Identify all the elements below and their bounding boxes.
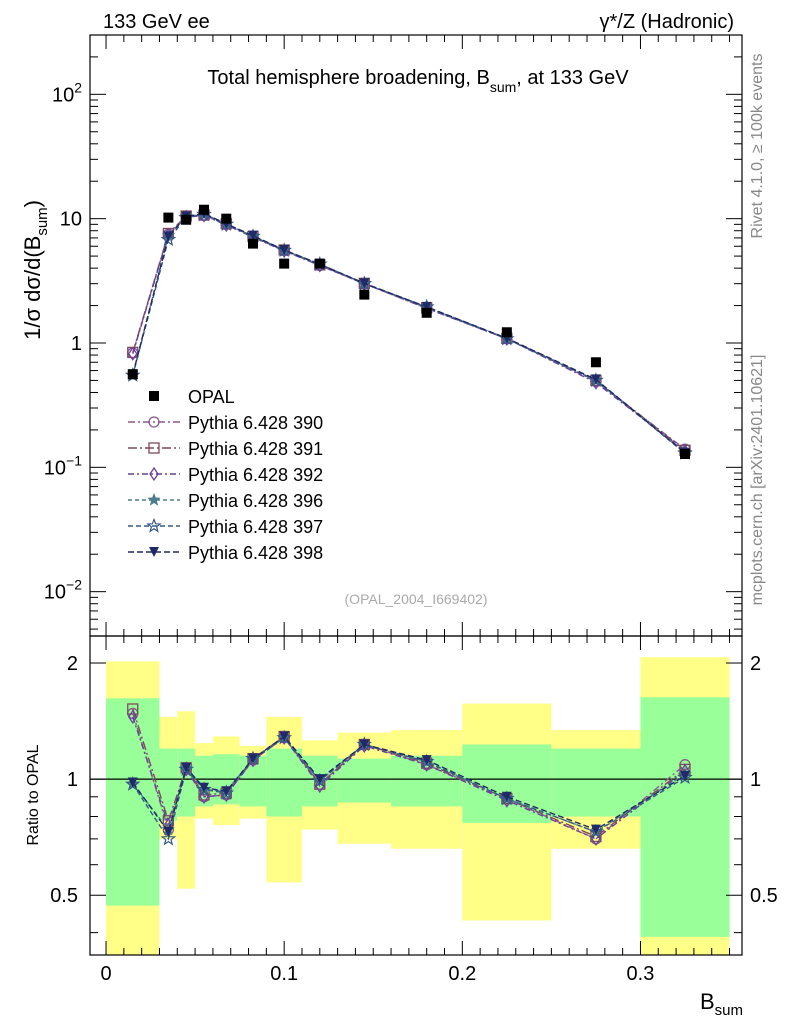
data-point bbox=[199, 204, 210, 215]
legend-label: Pythia 6.428 396 bbox=[188, 491, 323, 511]
ratio-tick-label-left: 2 bbox=[67, 653, 78, 675]
x-tick-label: 0.1 bbox=[270, 963, 298, 985]
ratio-marker bbox=[199, 782, 210, 793]
ratio-marker bbox=[421, 755, 432, 766]
ratio-marker bbox=[314, 774, 325, 785]
data-point bbox=[181, 214, 192, 225]
y-axis-label-post: ) bbox=[20, 200, 45, 207]
x-tick-label: 0.2 bbox=[448, 963, 476, 985]
legend-marker bbox=[149, 547, 159, 557]
data-point bbox=[501, 327, 512, 338]
legend-marker bbox=[147, 492, 161, 506]
ratio-band-inner bbox=[640, 697, 730, 937]
series-marker bbox=[127, 346, 138, 361]
series-marker bbox=[160, 231, 177, 247]
data-point bbox=[127, 369, 138, 380]
x-axis-label: Bsum bbox=[700, 989, 743, 1019]
x-axis-label-main: B bbox=[700, 989, 715, 1014]
ratio-marker bbox=[199, 789, 209, 804]
ratio-marker bbox=[679, 770, 690, 781]
ratio-marker bbox=[359, 739, 370, 750]
ratio-panel bbox=[89, 635, 743, 956]
ratio-tick-label-right: 1 bbox=[750, 769, 761, 791]
y-axis-label: 1/σ dσ/d(Bsum) bbox=[20, 200, 51, 340]
y-tick-label: 10−2 bbox=[44, 577, 82, 604]
series-6-ratio bbox=[127, 731, 690, 837]
ratio-marker bbox=[160, 830, 177, 846]
data-point bbox=[359, 289, 370, 300]
legend-label: Pythia 6.428 391 bbox=[188, 439, 323, 459]
series-marker bbox=[248, 230, 258, 241]
y-tick-label: 10 bbox=[60, 209, 82, 231]
ratio-band-inner bbox=[337, 758, 392, 803]
data-point bbox=[421, 307, 432, 318]
plot-title-tail: , at 133 GeV bbox=[516, 67, 629, 89]
legend-marker bbox=[149, 466, 159, 482]
ratio-tick-label-right: 0.5 bbox=[750, 885, 778, 907]
legend-label-data: OPAL bbox=[188, 387, 235, 407]
ratio-band-inner bbox=[551, 748, 641, 817]
ratio-marker bbox=[127, 777, 138, 788]
ratio-frame bbox=[89, 635, 743, 956]
ratio-marker bbox=[163, 826, 174, 837]
rivet-version-label: Rivet 4.1.0, ≥ 100k events bbox=[749, 54, 766, 239]
main-panel bbox=[89, 34, 743, 637]
mcplots-label: mcplots.cern.ch [arXiv:2401.10621] bbox=[749, 355, 766, 606]
ratio-band-inner bbox=[106, 698, 160, 906]
x-tick-label: 0 bbox=[100, 963, 111, 985]
ratio-marker bbox=[181, 762, 192, 773]
legend-marker-data bbox=[149, 391, 159, 401]
ratio-marker bbox=[501, 791, 512, 802]
ratio-band-inner bbox=[177, 748, 196, 817]
data-point bbox=[590, 357, 601, 368]
legend: OPAL Pythia 6.428 390 Pythia 6.428 391 Pyth… bbox=[128, 387, 323, 563]
ratio-band-inner bbox=[266, 748, 302, 817]
series-marker bbox=[421, 301, 432, 312]
ratio-marker bbox=[127, 709, 138, 725]
ratio-marker bbox=[221, 786, 232, 797]
ratio-marker bbox=[127, 703, 139, 715]
legend-label: Pythia 6.428 397 bbox=[188, 517, 323, 537]
analysis-tag: (OPAL_2004_I669402) bbox=[345, 591, 488, 607]
y-axis-label-sub: sum bbox=[34, 207, 51, 235]
data-point bbox=[314, 258, 325, 269]
ratio-band-inner bbox=[159, 748, 178, 821]
x-axis-label-sub: sum bbox=[715, 1002, 743, 1019]
x-tick-label: 0.3 bbox=[627, 963, 655, 985]
ratio-marker bbox=[279, 731, 290, 742]
data-point bbox=[279, 258, 290, 269]
header-beam-label: 133 GeV ee bbox=[103, 11, 210, 33]
y-tick-label: 102 bbox=[52, 79, 82, 106]
legend-label: Pythia 6.428 398 bbox=[188, 543, 323, 563]
legend-label: Pythia 6.428 390 bbox=[188, 413, 323, 433]
header-process-label: γ*/Z (Hadronic) bbox=[600, 11, 734, 33]
ratio-tick-label-left: 0.5 bbox=[50, 885, 78, 907]
ratio-marker bbox=[590, 824, 601, 835]
data-points bbox=[127, 204, 690, 460]
data-point bbox=[221, 213, 232, 224]
legend-label: Pythia 6.428 392 bbox=[188, 465, 323, 485]
ratio-tick-label-left: 1 bbox=[67, 769, 78, 791]
data-point bbox=[248, 238, 258, 249]
legend-marker bbox=[148, 416, 160, 428]
legend-marker bbox=[146, 517, 162, 533]
y-axis-label-pre: 1/σ dσ/d(B bbox=[20, 236, 45, 340]
series-marker bbox=[359, 278, 370, 289]
series-marker bbox=[279, 244, 290, 255]
series-marker bbox=[590, 374, 601, 385]
ratio-marker bbox=[588, 823, 604, 839]
data-point bbox=[163, 212, 174, 223]
series-marker bbox=[163, 231, 174, 242]
ratio-axis-label: Ratio to OPAL bbox=[25, 744, 42, 845]
ratio-tick-label-right: 2 bbox=[750, 653, 761, 675]
legend-marker bbox=[148, 442, 160, 454]
y-tick-label: 10−1 bbox=[44, 452, 82, 479]
plot-title-sub: sum bbox=[490, 79, 516, 95]
plot-title-main: Total hemisphere broadening, B bbox=[207, 67, 489, 89]
y-tick-label: 1 bbox=[71, 333, 82, 355]
ratio-marker bbox=[248, 753, 258, 764]
data-point bbox=[679, 449, 690, 460]
plot-title: Total hemisphere broadening, Bsum, at 13… bbox=[207, 67, 629, 95]
